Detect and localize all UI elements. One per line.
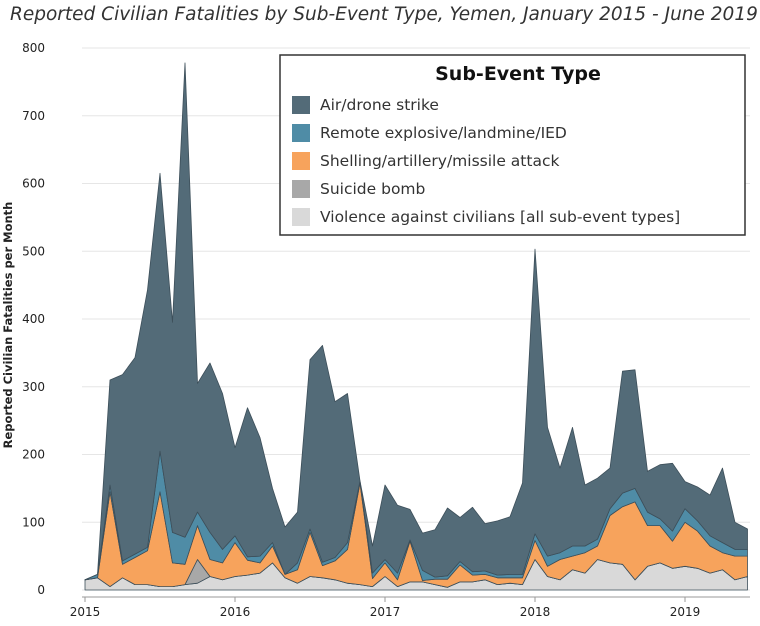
y-axis-title: Reported Civilian Fatalities per Month xyxy=(1,202,15,449)
y-tick-label: 800 xyxy=(22,41,45,55)
legend-swatch xyxy=(292,96,310,114)
x-tick-label: 2017 xyxy=(370,605,401,619)
stacked-areas xyxy=(84,62,748,591)
legend-swatch xyxy=(292,208,310,226)
legend-box xyxy=(279,54,746,236)
y-tick-label: 0 xyxy=(37,583,45,597)
x-tick-label: 2018 xyxy=(520,605,551,619)
x-tick-label: 2015 xyxy=(70,605,101,619)
y-tick-label: 400 xyxy=(22,312,45,326)
y-tick-label: 500 xyxy=(22,244,45,258)
legend-label: Remote explosive/landmine/IED xyxy=(320,124,567,142)
legend-label: Shelling/artillery/missile attack xyxy=(320,152,559,170)
legend-label: Violence against civilians [all sub-even… xyxy=(320,208,680,226)
legend-label: Air/drone strike xyxy=(320,96,439,114)
axes: 0 100 200 300 400 500 600 700 800 2015 2016 2017 201… xyxy=(22,41,750,619)
legend-title: Sub-Event Type xyxy=(435,63,601,85)
y-tick-label: 100 xyxy=(22,515,45,529)
x-tick-label: 2019 xyxy=(670,605,701,619)
area-series-4[interactable] xyxy=(84,62,748,581)
chart-title: Reported Civilian Fatalities by Sub-Even… xyxy=(10,4,758,25)
y-tick-label: 300 xyxy=(22,380,45,394)
legend[interactable]: Sub-Event Type Air/drone strike Remote ex… xyxy=(279,54,746,236)
legend-swatch xyxy=(292,152,310,170)
legend-swatch xyxy=(292,124,310,142)
y-tick-label: 600 xyxy=(22,177,45,191)
y-tick-label: 700 xyxy=(22,109,45,123)
legend-swatch xyxy=(292,180,310,198)
y-tick-label: 200 xyxy=(22,448,45,462)
x-tick-label: 2016 xyxy=(220,605,251,619)
legend-label: Suicide bomb xyxy=(320,180,425,198)
